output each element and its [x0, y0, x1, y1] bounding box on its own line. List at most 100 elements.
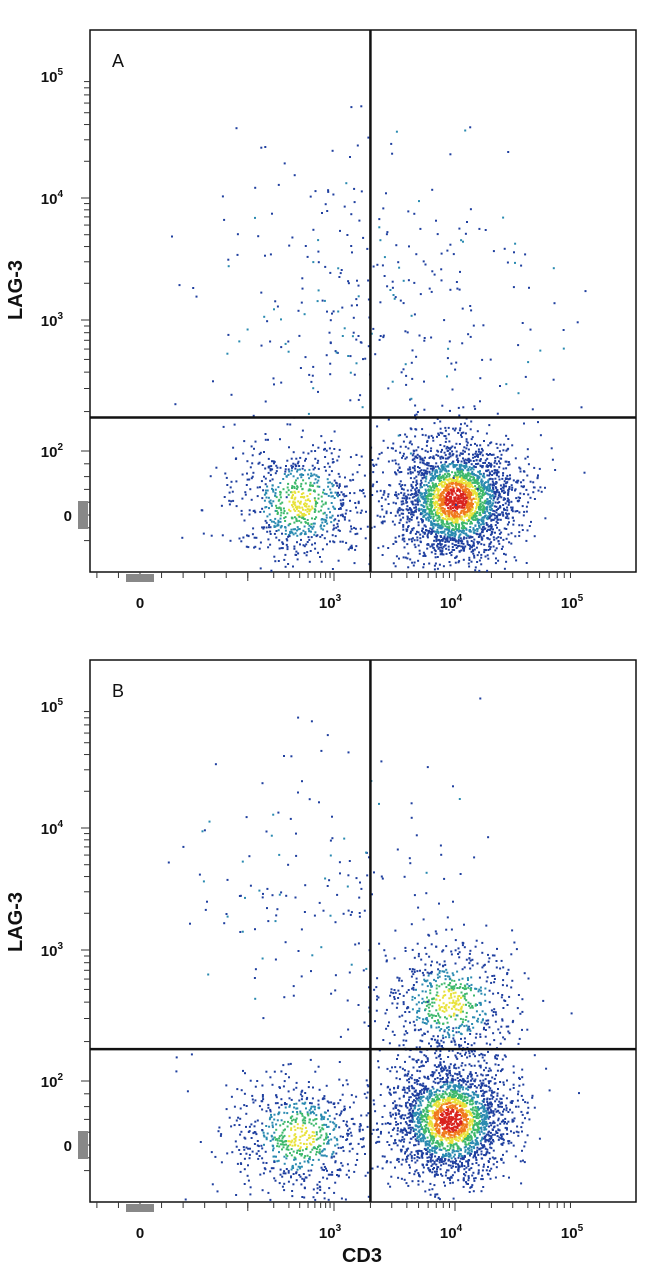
event-dot — [351, 335, 354, 338]
event-dot — [503, 247, 506, 250]
event-dot — [439, 456, 442, 459]
event-dot — [254, 440, 257, 443]
event-dot — [432, 493, 435, 496]
event-dot — [195, 295, 198, 298]
event-dot — [422, 527, 424, 530]
event-dot — [539, 486, 542, 489]
event-dot — [492, 1096, 495, 1098]
event-dot — [294, 482, 297, 485]
event-dot — [416, 536, 419, 539]
event-dot — [355, 338, 358, 341]
event-dot — [508, 463, 511, 466]
event-dot — [493, 461, 496, 464]
event-dot — [468, 477, 471, 480]
event-dot — [476, 444, 478, 447]
event-dot — [403, 1117, 405, 1120]
event-dot — [319, 1129, 322, 1132]
event-dot — [433, 273, 436, 276]
event-dot — [457, 1179, 460, 1182]
event-dot — [425, 517, 428, 520]
event-dot — [458, 535, 461, 538]
event-dot — [442, 501, 445, 504]
event-dot — [481, 496, 484, 499]
event-dot — [282, 1136, 285, 1138]
event-dot — [398, 467, 401, 469]
event-dot — [441, 525, 444, 528]
event-dot — [261, 497, 264, 500]
event-dot — [306, 508, 309, 511]
event-dot — [449, 534, 452, 537]
event-dot — [459, 468, 462, 471]
event-dot — [452, 1089, 454, 1092]
event-dot — [367, 345, 370, 348]
event-dot — [289, 530, 292, 533]
event-dot — [447, 545, 450, 548]
event-dot — [229, 539, 232, 542]
x-zero-marker — [126, 574, 154, 582]
event-dot — [329, 481, 331, 484]
event-dot — [382, 334, 385, 337]
event-dot — [293, 174, 296, 177]
event-dot — [467, 479, 470, 482]
event-dot — [453, 516, 456, 519]
event-dot — [504, 477, 507, 480]
event-dot — [417, 544, 420, 547]
event-dot — [405, 1131, 408, 1134]
event-dot — [266, 320, 269, 323]
event-dot — [430, 447, 433, 450]
event-dot — [394, 536, 397, 539]
event-dot — [432, 467, 435, 470]
event-dot — [293, 498, 296, 501]
event-dot — [372, 463, 375, 466]
event-dot — [484, 1118, 487, 1120]
event-dot — [462, 240, 464, 243]
event-dot — [490, 453, 493, 456]
event-dot — [273, 1136, 276, 1139]
event-dot — [348, 519, 351, 522]
event-dot — [465, 537, 468, 540]
event-dot — [428, 503, 431, 506]
event-dot — [325, 516, 328, 519]
event-dot — [456, 459, 459, 461]
event-dot — [320, 1118, 323, 1121]
event-dot — [353, 201, 356, 204]
event-dot — [394, 1104, 397, 1107]
event-dot — [277, 1112, 280, 1115]
event-dot — [453, 535, 456, 538]
event-dot — [437, 506, 440, 509]
event-dot — [458, 443, 461, 445]
event-dot — [482, 508, 485, 511]
event-dot — [444, 473, 446, 476]
event-dot — [358, 1125, 361, 1128]
event-dot — [333, 527, 336, 530]
event-dot — [335, 351, 338, 354]
event-dot — [510, 484, 513, 487]
event-dot — [433, 1093, 436, 1096]
event-dot — [477, 536, 480, 538]
event-dot — [443, 477, 446, 480]
event-dot — [289, 472, 292, 475]
event-dot — [410, 500, 413, 503]
event-dot — [402, 440, 405, 443]
event-dot — [498, 501, 501, 504]
event-dot — [480, 1052, 483, 1055]
event-dot — [550, 447, 553, 450]
event-dot — [295, 1107, 298, 1110]
event-dot — [306, 495, 309, 498]
event-dot — [468, 1191, 471, 1193]
event-dot — [451, 513, 453, 516]
event-dot — [440, 543, 443, 546]
event-dot — [480, 447, 483, 450]
event-dot — [492, 528, 494, 531]
event-dot — [518, 531, 521, 534]
event-dot — [273, 460, 276, 463]
event-dot — [478, 526, 481, 529]
event-dot — [285, 1157, 288, 1160]
event-dot — [304, 245, 307, 247]
event-dot — [337, 310, 340, 313]
event-dot — [494, 524, 497, 527]
event-dot — [287, 1063, 290, 1066]
event-dot — [453, 1153, 456, 1156]
event-dot — [512, 523, 515, 526]
